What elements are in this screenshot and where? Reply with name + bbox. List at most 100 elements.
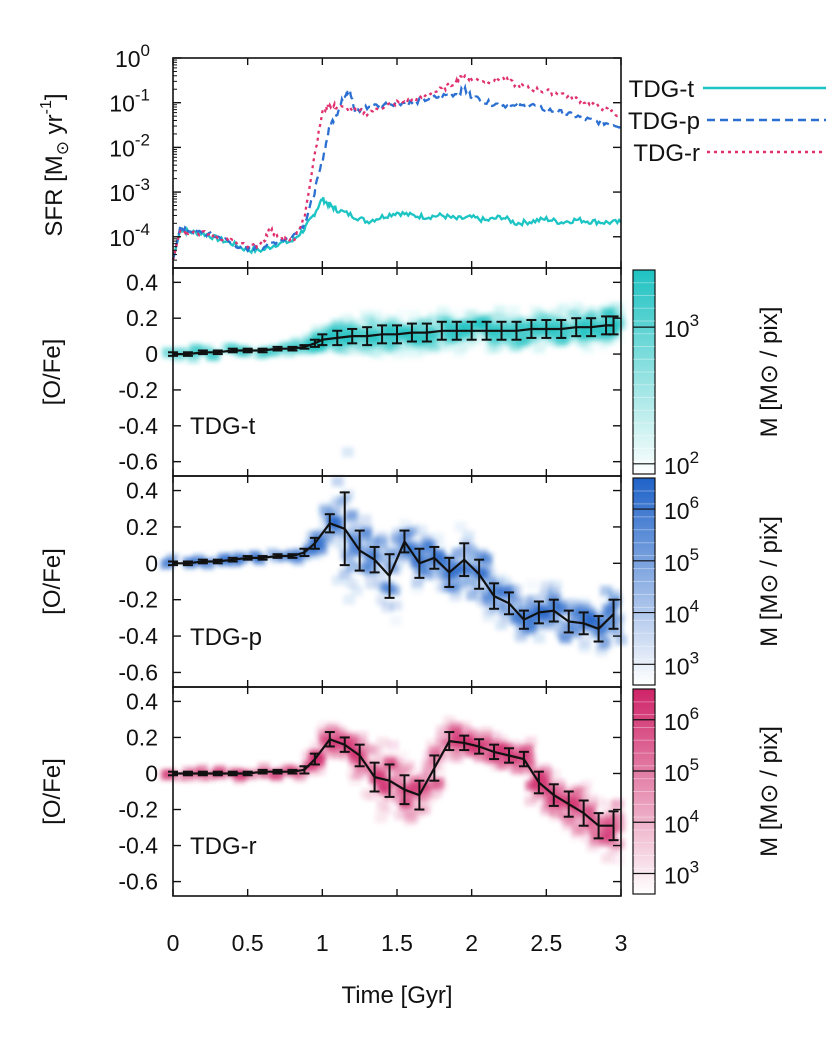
density-pixel (556, 809, 569, 820)
y-tick-label: 0 (145, 760, 158, 786)
density-pixel (554, 335, 567, 346)
density-pixel (553, 779, 566, 790)
colorbar-tick-label: 106 (664, 493, 699, 524)
density-pixel (332, 524, 345, 535)
y-tick-label: -0.2 (118, 797, 158, 823)
density-pixel (393, 560, 406, 571)
density-pixel (525, 579, 538, 590)
density-pixel (356, 750, 369, 761)
density-pixel (385, 535, 398, 546)
density-pixel (431, 532, 444, 543)
density-pixel (573, 825, 586, 836)
density-pixel (599, 637, 612, 648)
density-pixel (314, 764, 327, 775)
density-pixel (390, 600, 403, 611)
density-pixel (390, 318, 403, 329)
y-tick-label: 0.2 (126, 305, 158, 331)
y-tick-label: -0.4 (118, 623, 158, 649)
density-pixel (189, 342, 202, 353)
density-pixel (425, 779, 438, 790)
density-pixel (536, 322, 549, 333)
density-pixel (501, 614, 514, 625)
y-tick-label: -0.6 (118, 449, 158, 475)
density-pixel (433, 549, 446, 560)
density-pixel (522, 745, 535, 756)
legend-label-tdg-p: TDG-p (628, 108, 700, 135)
y-tick-label: -0.4 (118, 413, 158, 439)
density-pixel (409, 558, 422, 569)
density-pixel (570, 612, 583, 623)
density-pixel (462, 529, 475, 540)
density-pixel (560, 634, 573, 645)
colorbar (632, 688, 656, 895)
density-pixel (454, 562, 467, 573)
density-pixel (490, 589, 503, 600)
density-pixel (426, 739, 439, 750)
density-pixel (577, 314, 590, 325)
colorbar-tick-label: 102 (664, 448, 699, 479)
density-pixel (376, 755, 389, 766)
density-pixel (549, 614, 562, 625)
density-pixel (392, 323, 405, 334)
sfr-lines (171, 73, 622, 261)
density-pixel (415, 524, 428, 535)
density-pixel (433, 541, 446, 552)
density-pixel (349, 774, 362, 785)
density-pixel (340, 528, 353, 539)
density-pixel (331, 538, 344, 549)
density-pixel (161, 558, 174, 569)
density-pixel (577, 337, 590, 348)
density-pixel (437, 558, 450, 569)
density-pixel (585, 798, 598, 809)
mean-track-line (173, 324, 614, 356)
density-pixel (608, 844, 621, 855)
density-pixel (563, 598, 576, 609)
y-tick-label: 0.4 (126, 478, 158, 504)
density-pixel (390, 615, 403, 626)
density-pixel (162, 348, 175, 359)
density-pixel (411, 807, 424, 818)
sfr-y-tick-label: 10-1 (109, 86, 150, 117)
density-pixel (539, 312, 552, 323)
density-pixel (346, 561, 359, 572)
density-pixel (603, 800, 616, 811)
density-pixel (322, 532, 335, 543)
density-pixel (540, 608, 553, 619)
ofe-y-label: [O/Fe] (39, 339, 66, 406)
density-pixel (533, 633, 546, 644)
density-pixel (381, 584, 394, 595)
density-pixel (415, 782, 428, 793)
density-pixel (496, 620, 509, 631)
density-pixel (355, 342, 368, 353)
sfr-y-tick-label: 10-4 (109, 220, 150, 251)
density-pixel (407, 813, 420, 824)
density-pixel (581, 832, 594, 843)
density-pixel (394, 810, 407, 821)
density-pixel (591, 619, 604, 630)
density-pixel (389, 342, 402, 353)
density-pixel (282, 347, 295, 358)
density-pixel (236, 770, 249, 781)
density-pixel (347, 733, 360, 744)
density-pixel (495, 758, 508, 769)
density-pixel (413, 334, 426, 345)
density-pixel (348, 334, 361, 345)
density-pixel (599, 592, 612, 603)
density-pixel (405, 804, 418, 815)
density-pixel (466, 730, 479, 741)
density-pixel (196, 764, 209, 775)
density-pixel (481, 739, 494, 750)
density-pixel (541, 804, 554, 815)
density-pixel (570, 831, 583, 842)
density-pixel (347, 544, 360, 555)
colorbar-tick-label: 106 (664, 704, 699, 735)
density-pixel (602, 307, 615, 318)
density-pixel (374, 350, 387, 361)
density-pixel (396, 750, 409, 761)
density-pixel (561, 822, 574, 833)
density-pixel (454, 521, 467, 532)
density-pixel (411, 577, 424, 588)
density-pixel (610, 318, 623, 329)
panel-label-tdg-r: TDG-r (190, 833, 257, 860)
density-pixel (586, 613, 599, 624)
